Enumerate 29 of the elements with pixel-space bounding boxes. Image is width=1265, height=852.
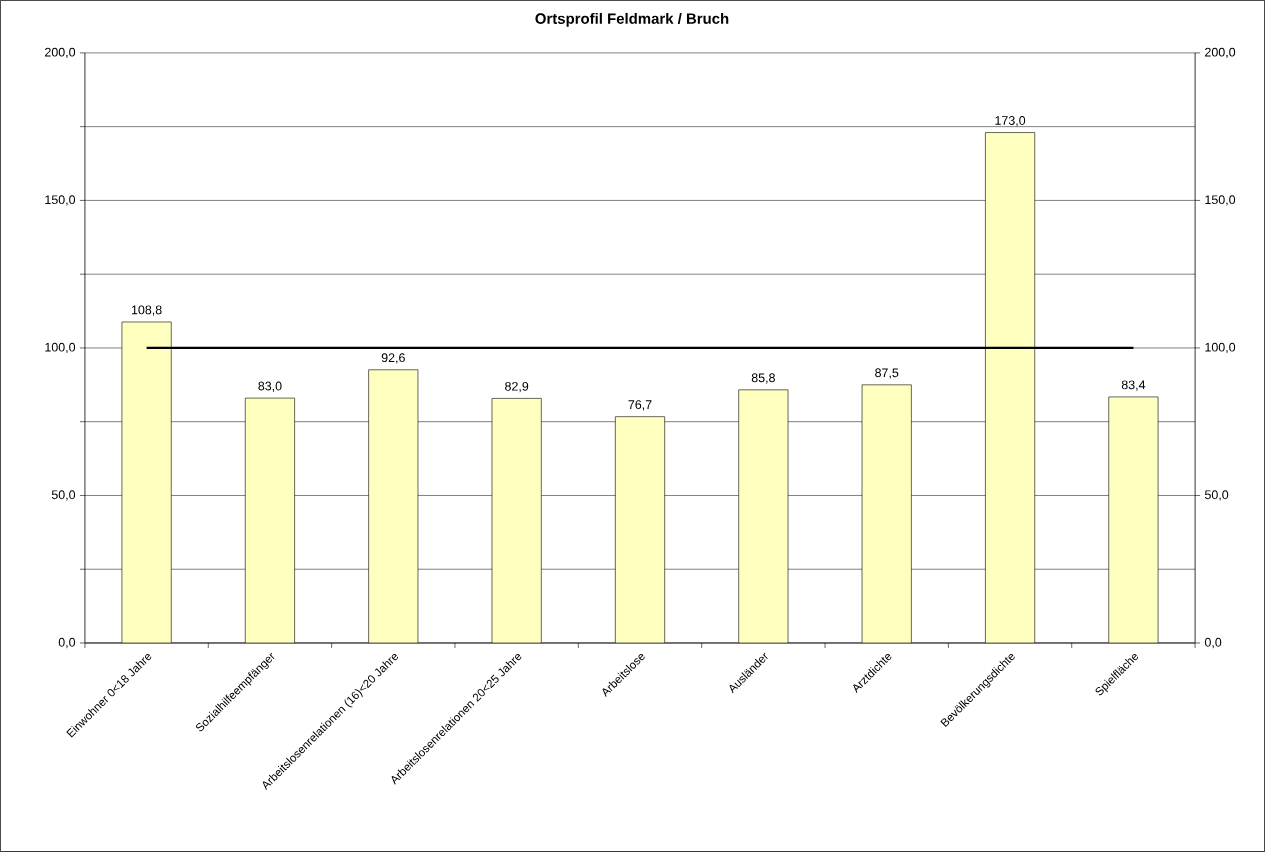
data-label: 76,7 bbox=[628, 400, 652, 411]
y-tick-label: 50,0 bbox=[51, 490, 76, 501]
data-label: 173,0 bbox=[995, 116, 1026, 127]
bar bbox=[615, 416, 665, 644]
bar bbox=[368, 369, 419, 644]
data-label: 83,4 bbox=[1121, 380, 1146, 391]
y2-tick-label: 0,0 bbox=[1204, 637, 1222, 649]
data-label: 85,8 bbox=[751, 373, 775, 384]
data-label: 92,6 bbox=[381, 353, 405, 364]
y-tick-label: 100,0 bbox=[45, 342, 76, 354]
chart-title: Ortsprofil Feldmark / Bruch bbox=[535, 12, 729, 27]
y-tick-label: 0,0 bbox=[58, 637, 76, 649]
bar bbox=[244, 397, 295, 644]
y2-tick-label: 200,0 bbox=[1205, 47, 1236, 59]
y2-tick-label: 100,0 bbox=[1205, 342, 1236, 354]
y-tick-label: 150,0 bbox=[45, 195, 76, 206]
bar bbox=[985, 132, 1036, 644]
data-label: 87,5 bbox=[875, 368, 899, 379]
bar bbox=[121, 321, 172, 644]
data-label: 83,0 bbox=[258, 381, 282, 392]
data-label: 108,8 bbox=[131, 305, 162, 316]
bar bbox=[491, 398, 542, 644]
bar bbox=[1108, 396, 1159, 644]
y-tick-label: 200,0 bbox=[45, 47, 76, 59]
data-label: 82,9 bbox=[505, 381, 529, 393]
y2-tick-label: 50,0 bbox=[1204, 490, 1229, 501]
bar bbox=[861, 384, 912, 644]
y2-tick-label: 150,0 bbox=[1205, 195, 1236, 206]
bar bbox=[738, 389, 789, 644]
